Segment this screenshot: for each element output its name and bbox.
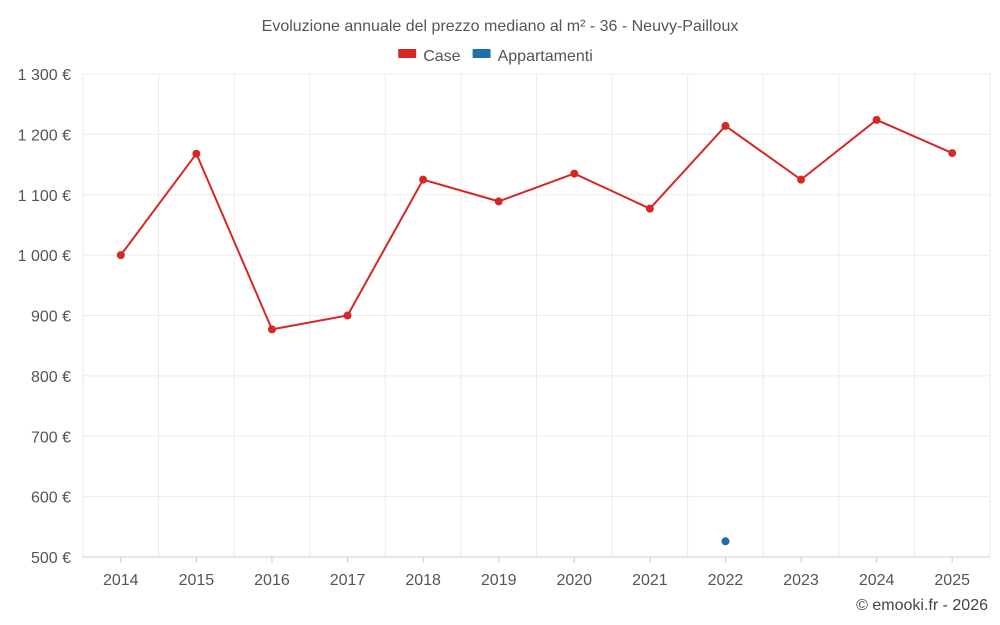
legend-label: Appartamenti (498, 48, 593, 65)
x-tick-label: 2022 (708, 572, 744, 589)
y-tick-label: 900 € (31, 309, 71, 326)
legend-item-appartamenti[interactable]: Appartamenti (472, 48, 593, 65)
y-tick-label: 500 € (31, 550, 71, 567)
y-tick-label: 1 000 € (18, 248, 71, 265)
y-tick-label: 800 € (31, 369, 71, 386)
legend-swatch (472, 49, 491, 58)
y-tick-label: 700 € (31, 429, 71, 446)
x-axis-ticks: 2014 2015 2016 2017 2018 2019 2020 2021 2022 2023… (103, 557, 970, 589)
data-point-case-2018[interactable] (419, 175, 428, 184)
x-tick-label: 2021 (632, 572, 668, 589)
x-tick-label: 2020 (556, 572, 592, 589)
grid (82, 73, 991, 557)
x-tick-label: 2019 (481, 572, 517, 589)
credit-text: © emooki.fr - 2026 (856, 597, 988, 614)
y-tick-label: 1 300 € (18, 67, 71, 84)
x-tick-label: 2024 (859, 572, 895, 589)
data-point-case-2016[interactable] (267, 325, 276, 334)
series-layer (116, 115, 957, 546)
legend: Case Appartamenti (398, 48, 593, 65)
data-point-case-2023[interactable] (797, 175, 806, 184)
x-tick-label: 2023 (783, 572, 819, 589)
series-appartamenti (721, 537, 730, 546)
data-point-case-2024[interactable] (872, 115, 881, 124)
data-point-case-2022[interactable] (721, 121, 730, 130)
x-tick-label: 2025 (934, 572, 970, 589)
x-tick-label: 2018 (405, 572, 441, 589)
legend-swatch (398, 49, 417, 58)
data-point-case-2014[interactable] (116, 251, 125, 260)
x-tick-label: 2014 (103, 572, 139, 589)
data-point-case-2019[interactable] (494, 197, 503, 206)
data-point-case-2020[interactable] (570, 169, 579, 178)
chart-title: Evoluzione annuale del prezzo mediano al… (262, 18, 739, 35)
data-point-case-2021[interactable] (645, 204, 654, 213)
legend-label: Case (423, 48, 460, 65)
x-tick-label: 2015 (179, 572, 215, 589)
y-tick-label: 600 € (31, 490, 71, 507)
y-tick-label: 1 100 € (18, 188, 71, 205)
data-point-appartamenti-2022[interactable] (721, 537, 730, 546)
y-tick-label: 1 200 € (18, 127, 71, 144)
data-point-case-2025[interactable] (948, 149, 957, 158)
y-axis-ticks: 500 € 600 € 700 € 800 € 900 € 1 000 € 1 100 € 1… (18, 67, 71, 567)
x-tick-label: 2017 (330, 572, 366, 589)
x-tick-label: 2016 (254, 572, 290, 589)
data-point-case-2015[interactable] (192, 149, 201, 158)
series-case (116, 115, 957, 334)
series-line-case (119, 118, 953, 331)
data-point-case-2017[interactable] (343, 311, 352, 320)
legend-item-case[interactable]: Case (398, 48, 461, 65)
